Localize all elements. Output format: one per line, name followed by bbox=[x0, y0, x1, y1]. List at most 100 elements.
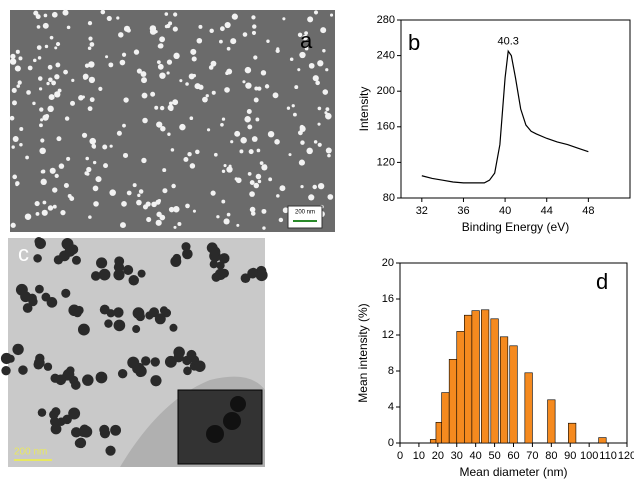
particle bbox=[146, 216, 152, 223]
particle bbox=[123, 264, 134, 276]
x-tick-label: 100 bbox=[580, 450, 598, 462]
x-tick-label: 30 bbox=[451, 450, 463, 462]
particle bbox=[18, 365, 28, 375]
x-tick-label: 32 bbox=[416, 205, 428, 217]
particle bbox=[322, 89, 329, 95]
particle bbox=[68, 407, 81, 420]
particle bbox=[16, 84, 21, 88]
particle bbox=[255, 173, 262, 180]
particle bbox=[11, 87, 17, 93]
particle bbox=[179, 123, 186, 131]
particle bbox=[261, 164, 268, 171]
particle bbox=[87, 46, 92, 51]
particle bbox=[168, 206, 175, 213]
particle bbox=[210, 60, 217, 67]
y-axis-label: Mean intensity (%) bbox=[356, 303, 370, 402]
particle bbox=[141, 157, 147, 164]
particle bbox=[164, 24, 169, 29]
particle bbox=[189, 163, 196, 169]
particle bbox=[202, 96, 208, 103]
x-tick-label: 0 bbox=[397, 450, 403, 462]
particle bbox=[247, 124, 253, 130]
particle bbox=[150, 357, 160, 367]
particle bbox=[255, 269, 268, 282]
particle bbox=[71, 78, 75, 82]
particle bbox=[291, 104, 295, 108]
particle bbox=[50, 416, 60, 427]
particle bbox=[35, 353, 45, 364]
particle bbox=[251, 136, 258, 142]
particle bbox=[268, 177, 273, 182]
particle bbox=[223, 164, 227, 168]
y-tick-label: 20 bbox=[382, 257, 394, 269]
particle bbox=[317, 106, 322, 111]
particle bbox=[96, 257, 108, 269]
particle bbox=[210, 190, 216, 196]
particle bbox=[246, 108, 252, 114]
particle bbox=[289, 57, 294, 62]
particle bbox=[52, 204, 57, 209]
particle bbox=[244, 66, 252, 74]
particle bbox=[313, 10, 319, 15]
particle bbox=[132, 325, 141, 334]
x-tick-label: 60 bbox=[507, 450, 519, 462]
particle bbox=[220, 122, 224, 127]
particle bbox=[88, 215, 92, 219]
plot-frame bbox=[400, 19, 631, 199]
particle bbox=[42, 114, 49, 121]
particle bbox=[259, 161, 264, 165]
particle bbox=[308, 194, 315, 201]
scale-bar-box bbox=[287, 205, 323, 229]
particle bbox=[63, 69, 68, 75]
particle bbox=[60, 210, 66, 216]
particle bbox=[35, 211, 40, 216]
particle bbox=[191, 56, 197, 62]
particle bbox=[49, 35, 54, 40]
particle bbox=[157, 199, 162, 203]
particle bbox=[46, 81, 50, 86]
particle bbox=[88, 61, 95, 68]
particle bbox=[9, 58, 17, 65]
particle bbox=[12, 136, 19, 142]
particle bbox=[249, 206, 256, 213]
particle bbox=[12, 343, 24, 356]
particle bbox=[84, 171, 89, 176]
bar bbox=[481, 309, 490, 444]
particle bbox=[195, 149, 200, 155]
particle bbox=[221, 169, 226, 173]
inset-particle bbox=[223, 412, 241, 430]
particle bbox=[206, 128, 211, 132]
particle bbox=[322, 49, 326, 53]
particle bbox=[37, 408, 47, 417]
particle bbox=[54, 91, 61, 98]
particle bbox=[221, 117, 226, 121]
sem-particles bbox=[9, 9, 334, 230]
particle bbox=[247, 172, 252, 176]
particle bbox=[325, 112, 332, 120]
particle bbox=[137, 269, 146, 278]
particle bbox=[164, 12, 169, 16]
particle bbox=[44, 44, 49, 49]
particle bbox=[56, 417, 66, 427]
particle bbox=[317, 142, 322, 147]
particle bbox=[85, 156, 90, 161]
particle bbox=[325, 147, 332, 154]
particle bbox=[12, 174, 18, 180]
particle bbox=[38, 87, 43, 91]
particle bbox=[19, 127, 24, 132]
x-tick-label: 36 bbox=[457, 205, 469, 217]
particle bbox=[211, 90, 216, 95]
particle bbox=[173, 225, 177, 229]
particle bbox=[141, 92, 148, 99]
particle bbox=[253, 55, 258, 60]
particle bbox=[162, 188, 168, 194]
particle bbox=[50, 423, 62, 435]
particle bbox=[75, 437, 87, 449]
particle bbox=[34, 201, 40, 207]
x-tick-label: 90 bbox=[564, 450, 576, 462]
particle bbox=[272, 92, 279, 99]
particle bbox=[172, 26, 178, 32]
particle bbox=[234, 130, 241, 137]
particle bbox=[249, 267, 258, 277]
particle bbox=[88, 36, 93, 41]
